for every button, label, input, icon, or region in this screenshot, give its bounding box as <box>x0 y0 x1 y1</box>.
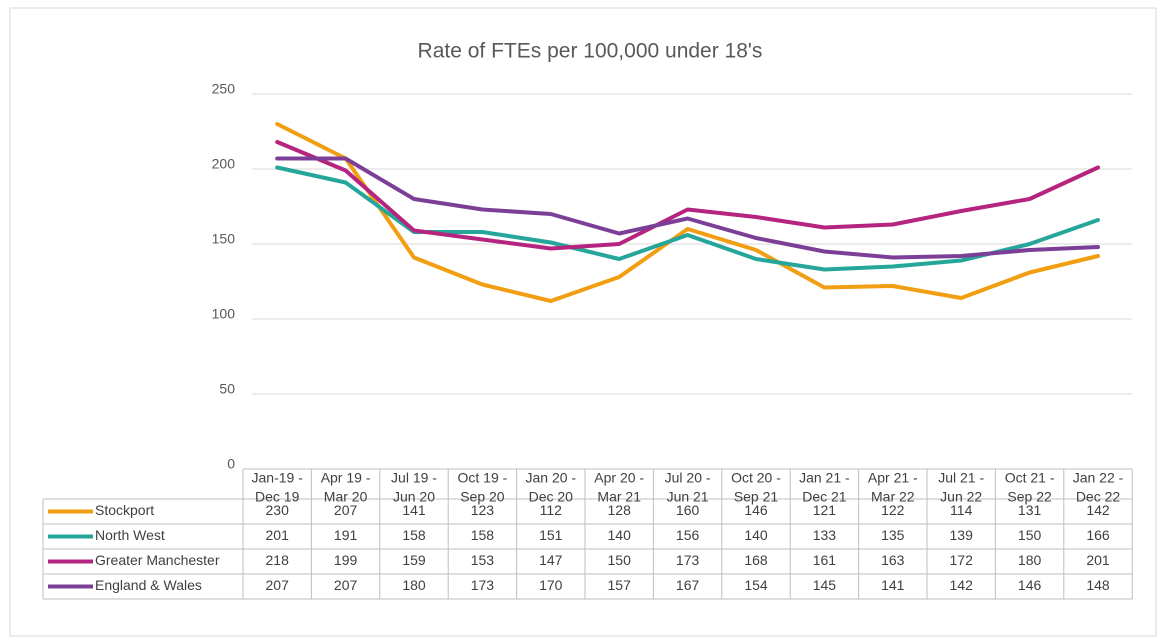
table-value: 145 <box>813 577 837 593</box>
legend-label: England & Wales <box>95 577 202 593</box>
table-value: 146 <box>1018 577 1042 593</box>
x-tick-label: Dec 21 <box>802 489 847 505</box>
table-value: 123 <box>471 502 495 518</box>
x-tick-label: Apr 19 - <box>321 470 371 486</box>
table-value: 158 <box>402 527 426 543</box>
x-tick-label: Mar 21 <box>597 489 641 505</box>
table-value: 154 <box>744 577 768 593</box>
x-tick-label: Jan 20 - <box>526 470 577 486</box>
table-value: 201 <box>1086 552 1110 568</box>
y-tick-label: 0 <box>227 456 235 472</box>
series-line <box>275 140 1100 251</box>
table-value: 128 <box>608 502 632 518</box>
legend-label: Stockport <box>95 502 154 518</box>
x-tick-label: Jan 21 - <box>799 470 850 486</box>
table-value: 141 <box>881 577 905 593</box>
table-value: 139 <box>950 527 974 543</box>
x-tick-label: Jul 21 - <box>938 470 984 486</box>
table-value: 191 <box>334 527 358 543</box>
legend-label: Greater Manchester <box>95 552 220 568</box>
x-tick-label: Sep 22 <box>1007 489 1052 505</box>
x-tick-label: Jul 20 - <box>665 470 711 486</box>
x-tick-label: Jul 19 - <box>391 470 437 486</box>
table-value: 156 <box>676 527 700 543</box>
x-tick-label: Apr 20 - <box>594 470 644 486</box>
table-value: 173 <box>471 577 495 593</box>
table-value: 230 <box>266 502 290 518</box>
y-tick-label: 150 <box>212 231 236 247</box>
table-value: 114 <box>950 502 973 518</box>
y-tick-label: 50 <box>219 381 235 397</box>
x-tick-label: Mar 22 <box>871 489 915 505</box>
table-value: 153 <box>471 552 495 568</box>
x-tick-label: Jun 20 <box>393 489 435 505</box>
table-value: 135 <box>881 527 905 543</box>
table-value: 199 <box>334 552 358 568</box>
table-value: 121 <box>813 502 837 518</box>
x-tick-label: Dec 20 <box>529 489 574 505</box>
x-tick-label: Sep 21 <box>734 489 779 505</box>
table-value: 166 <box>1086 527 1110 543</box>
x-tick-label: Sep 20 <box>460 489 505 505</box>
table-value: 207 <box>266 577 290 593</box>
x-tick-label: Oct 21 - <box>1005 470 1055 486</box>
table-value: 142 <box>950 577 974 593</box>
x-tick-label: Oct 19 - <box>458 470 508 486</box>
table-value: 140 <box>744 527 768 543</box>
table-value: 173 <box>676 552 700 568</box>
table-value: 180 <box>1018 552 1042 568</box>
table-value: 133 <box>813 527 837 543</box>
table-value: 207 <box>334 577 358 593</box>
table-value: 112 <box>540 502 563 518</box>
table-value: 168 <box>744 552 768 568</box>
x-tick-label: Jun 21 <box>667 489 709 505</box>
table-value: 150 <box>1018 527 1042 543</box>
x-tick-label: Jan 22 - <box>1073 470 1124 486</box>
table-value: 163 <box>881 552 905 568</box>
table-value: 172 <box>950 552 974 568</box>
y-tick-label: 250 <box>212 81 236 97</box>
table-value: 207 <box>334 502 358 518</box>
table-value: 141 <box>402 502 426 518</box>
table-value: 148 <box>1086 577 1110 593</box>
table-value: 158 <box>471 527 495 543</box>
x-tick-label: Jun 22 <box>940 489 982 505</box>
table-value: 161 <box>813 552 837 568</box>
table-value: 146 <box>744 502 768 518</box>
series-line <box>275 122 1100 303</box>
x-tick-label: Mar 20 <box>324 489 368 505</box>
chart-title: Rate of FTEs per 100,000 under 18's <box>418 40 763 63</box>
y-tick-label: 200 <box>212 156 236 172</box>
series-line <box>275 156 1100 260</box>
y-tick-label: 100 <box>212 306 236 322</box>
table-value: 159 <box>402 552 426 568</box>
x-tick-label: Jan-19 - <box>252 470 304 486</box>
table-value: 140 <box>608 527 632 543</box>
table-value: 160 <box>676 502 700 518</box>
x-tick-label: Dec 22 <box>1076 489 1121 505</box>
table-value: 151 <box>539 527 563 543</box>
chart-frame <box>9 7 1157 637</box>
table-value: 180 <box>402 577 426 593</box>
x-tick-label: Oct 20 - <box>731 470 781 486</box>
table-value: 167 <box>676 577 700 593</box>
table-value: 150 <box>608 552 632 568</box>
table-value: 147 <box>539 552 563 568</box>
table-value: 131 <box>1018 502 1042 518</box>
x-tick-label: Dec 19 <box>255 489 300 505</box>
x-tick-label: Apr 21 - <box>868 470 918 486</box>
table-value: 157 <box>608 577 632 593</box>
table-value: 142 <box>1086 502 1110 518</box>
legend-label: North West <box>95 527 165 543</box>
table-value: 122 <box>881 502 905 518</box>
table-value: 218 <box>266 552 290 568</box>
table-value: 201 <box>266 527 290 543</box>
table-value: 170 <box>539 577 563 593</box>
